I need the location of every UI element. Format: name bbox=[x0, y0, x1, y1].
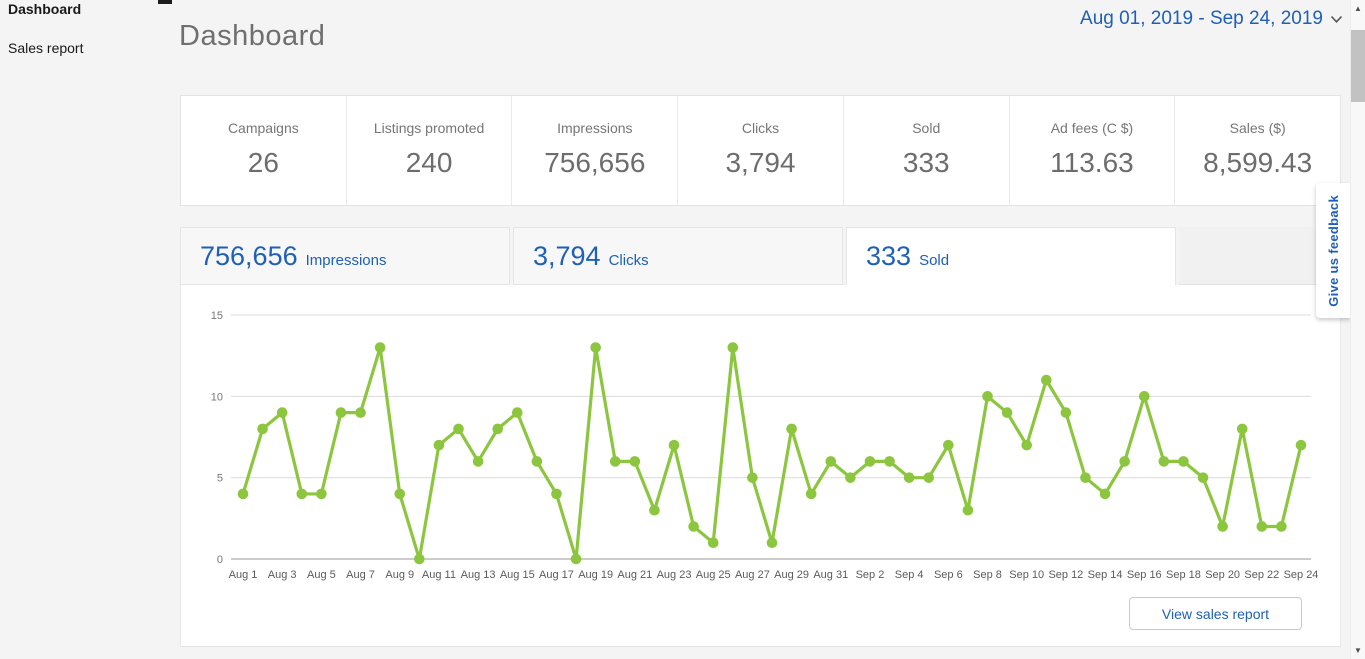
stat-value: 8,599.43 bbox=[1203, 147, 1313, 178]
svg-text:Aug 31: Aug 31 bbox=[813, 569, 848, 581]
stat-campaigns: Campaigns 26 bbox=[181, 96, 346, 205]
tab-impressions[interactable]: 756,656 Impressions bbox=[180, 227, 510, 285]
screen-artifact bbox=[158, 0, 172, 4]
scroll-down-button[interactable]: ▼ bbox=[1354, 646, 1362, 655]
stat-value: 3,794 bbox=[725, 147, 796, 178]
sidebar-item-dashboard[interactable]: Dashboard bbox=[8, 1, 82, 17]
stat-value: 240 bbox=[405, 147, 453, 178]
give-feedback-label: Give us feedback bbox=[1326, 194, 1341, 307]
stats-card: Campaigns 26 Listings promoted 240 Impre… bbox=[180, 95, 1341, 206]
stat-label: Ad fees (C $) bbox=[1050, 120, 1134, 136]
svg-text:Aug 19: Aug 19 bbox=[578, 569, 613, 581]
svg-text:0: 0 bbox=[217, 554, 223, 566]
stat-clicks: Clicks 3,794 bbox=[677, 96, 843, 205]
svg-text:Aug 17: Aug 17 bbox=[539, 569, 574, 581]
svg-text:5: 5 bbox=[217, 473, 223, 485]
page-title: Dashboard bbox=[179, 20, 326, 52]
svg-text:Sep 12: Sep 12 bbox=[1048, 569, 1083, 581]
tab-strip-filler bbox=[1179, 227, 1341, 285]
tab-label: Impressions bbox=[305, 251, 387, 269]
stat-impressions: Impressions 756,656 bbox=[511, 96, 677, 205]
chart-card: 0 5 10 15 Aug 1 Aug 3 Aug 5 Aug 7 Aug 9 Aug 11 Aug… bbox=[180, 285, 1341, 647]
svg-text:10: 10 bbox=[211, 391, 223, 403]
stat-label: Listings promoted bbox=[373, 120, 485, 136]
svg-text:Sep 24: Sep 24 bbox=[1284, 569, 1319, 581]
svg-text:Sep 20: Sep 20 bbox=[1205, 569, 1240, 581]
tab-value: 333 bbox=[866, 241, 912, 271]
svg-text:Aug 11: Aug 11 bbox=[422, 569, 456, 581]
svg-text:Sep 18: Sep 18 bbox=[1166, 569, 1201, 581]
stat-sales: Sales ($) 8,599.43 bbox=[1174, 96, 1340, 205]
svg-text:Aug 27: Aug 27 bbox=[735, 569, 770, 581]
svg-text:Aug 5: Aug 5 bbox=[307, 569, 336, 581]
stat-sold: Sold 333 bbox=[842, 96, 1009, 205]
tab-clicks[interactable]: 3,794 Clicks bbox=[513, 227, 843, 285]
svg-text:Aug 7: Aug 7 bbox=[346, 569, 375, 581]
svg-text:Aug 9: Aug 9 bbox=[385, 569, 414, 581]
stat-label: Impressions bbox=[557, 120, 633, 136]
scroll-up-button[interactable]: ▲ bbox=[1354, 4, 1362, 13]
sold-line-chart: 0 5 10 15 Aug 1 Aug 3 Aug 5 Aug 7 Aug 9 Aug 11 Aug… bbox=[211, 310, 1319, 581]
svg-text:Aug 29: Aug 29 bbox=[774, 569, 809, 581]
metric-tabs: 756,656 Impressions 3,794 Clicks 333 Sol… bbox=[180, 227, 1341, 285]
sidebar-item-sales-report[interactable]: Sales report bbox=[8, 40, 84, 56]
stat-value: 113.63 bbox=[1050, 147, 1134, 178]
tab-label: Sold bbox=[919, 252, 950, 269]
svg-text:Aug 23: Aug 23 bbox=[657, 569, 692, 581]
svg-text:Sep 16: Sep 16 bbox=[1127, 569, 1162, 581]
view-sales-report-button[interactable]: View sales report bbox=[1129, 597, 1302, 630]
svg-text:Sep 10: Sep 10 bbox=[1009, 569, 1044, 581]
stat-listings-promoted: Listings promoted 240 bbox=[345, 96, 512, 205]
scrollbar[interactable]: ▲ ▼ bbox=[1350, 0, 1365, 659]
stat-value: 26 bbox=[247, 147, 279, 178]
tab-label: Clicks bbox=[608, 251, 649, 269]
give-feedback-button[interactable]: Give us feedback bbox=[1316, 183, 1351, 318]
tab-value: 3,794 bbox=[533, 240, 601, 271]
tab-sold[interactable]: 333 Sold bbox=[846, 227, 1176, 285]
scrollbar-thumb[interactable] bbox=[1351, 30, 1365, 102]
svg-text:Sep 22: Sep 22 bbox=[1244, 569, 1279, 581]
stat-value: 756,656 bbox=[544, 147, 646, 178]
svg-text:Sep 8: Sep 8 bbox=[973, 569, 1002, 581]
svg-text:Aug 15: Aug 15 bbox=[500, 569, 535, 581]
svg-text:Sep 2: Sep 2 bbox=[856, 569, 885, 581]
svg-text:Sep 4: Sep 4 bbox=[895, 569, 924, 581]
svg-text:15: 15 bbox=[211, 310, 223, 322]
stat-label: Clicks bbox=[741, 120, 780, 136]
svg-text:Aug 25: Aug 25 bbox=[696, 569, 731, 581]
svg-text:Sep 14: Sep 14 bbox=[1088, 569, 1123, 581]
svg-text:Aug 21: Aug 21 bbox=[617, 569, 652, 581]
date-range-selector[interactable]: Aug 01, 2019 - Sep 24, 2019 bbox=[1080, 8, 1343, 30]
svg-text:Aug 1: Aug 1 bbox=[229, 569, 258, 581]
stat-ad-fees: Ad fees (C $) 113.63 bbox=[1008, 96, 1175, 205]
chevron-down-icon bbox=[1330, 8, 1343, 30]
stat-label: Campaigns bbox=[227, 120, 299, 136]
stat-value: 333 bbox=[902, 147, 950, 178]
svg-text:Aug 13: Aug 13 bbox=[461, 569, 496, 581]
date-range-label: Aug 01, 2019 - Sep 24, 2019 bbox=[1080, 8, 1323, 29]
svg-text:Sep 6: Sep 6 bbox=[934, 569, 963, 581]
svg-text:Aug 3: Aug 3 bbox=[268, 569, 297, 581]
tab-value: 756,656 bbox=[200, 240, 298, 271]
stat-label: Sales ($) bbox=[1229, 120, 1286, 136]
stat-label: Sold bbox=[912, 120, 941, 136]
